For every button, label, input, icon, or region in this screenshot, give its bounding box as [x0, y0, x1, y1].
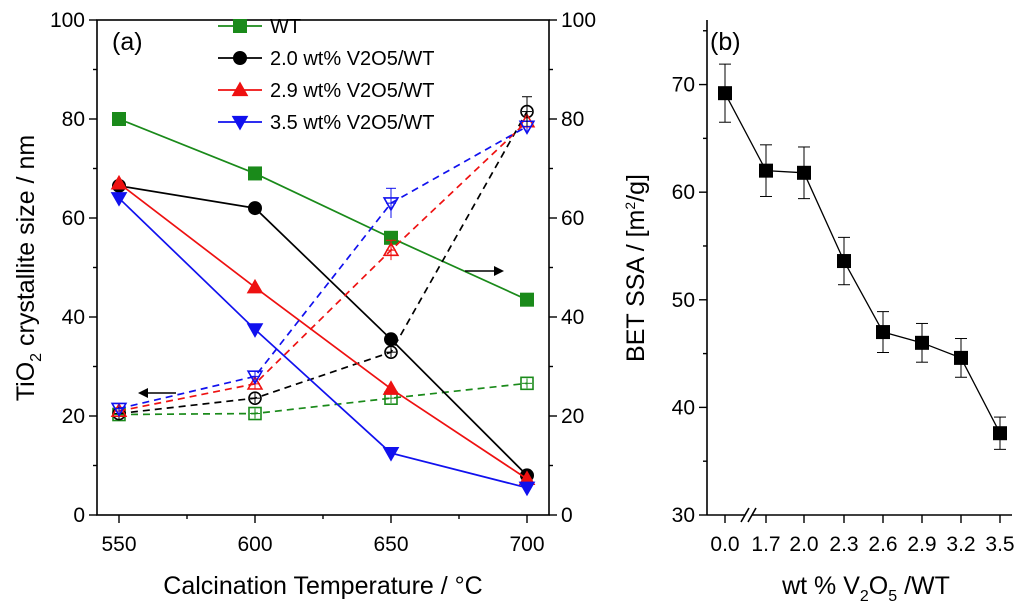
panel-b-x-tick-label: 3.5 [985, 533, 1014, 556]
open-point [246, 370, 264, 385]
legend-swatch-marker [231, 81, 249, 97]
panel-b-x-tick-label: 2.9 [907, 533, 936, 556]
legend-item: 2.9 wt% V2O5/WT [218, 80, 435, 102]
solid-line [118, 182, 528, 480]
legend-item: WT [218, 16, 301, 38]
panel-b-x-tick-label: 3.2 [946, 533, 975, 556]
panel-b-axes: 30 40 50 60 70 0.0 1.7 2.0 2.3 2.6 2.9 3.2 3.5 [672, 20, 1015, 556]
open-point [110, 402, 128, 418]
filled-point [384, 332, 398, 347]
legend-item: 3.5 wt% V2O5/WT [218, 112, 435, 134]
y-tick-label-left: 40 [62, 306, 85, 329]
open-point [248, 391, 262, 405]
y-tick-label-left: 60 [62, 207, 85, 230]
dashed-line [118, 125, 528, 410]
bet-point [954, 350, 968, 365]
bet-line [724, 92, 1001, 434]
panel-b-y-tick-label: 30 [672, 504, 695, 527]
dashed-line [118, 111, 528, 415]
open-point [520, 376, 534, 391]
x-tick-label: 600 [237, 533, 272, 556]
y-tick-label-right: 0 [561, 504, 573, 527]
open-point [248, 406, 262, 421]
y-tick-label-right: 80 [561, 108, 584, 131]
panel-b-x-tick-label: 2.0 [789, 533, 818, 556]
filled-point [382, 447, 400, 462]
bet-point [993, 426, 1007, 441]
bet-point [718, 86, 732, 101]
panel-b: 30 40 50 60 70 0.0 1.7 2.0 2.3 2.6 2.9 3.2 3.5 (b) B… [622, 20, 1015, 605]
panel-a-x-axis-title: Calcination Temperature / °C [163, 572, 482, 600]
panel-b-y-tick-label: 70 [672, 74, 695, 97]
y-tick-label-right: 60 [561, 207, 584, 230]
axis-break-mark [740, 507, 750, 523]
series-1 [112, 104, 534, 483]
legend-swatch-marker [233, 19, 247, 33]
open-point [246, 375, 264, 390]
x-tick-label: 550 [101, 533, 136, 556]
panel-b-y-axis-title: BET SSA / [m2/g] [622, 174, 650, 362]
legend-label: 2.9 wt% V2O5/WT [270, 80, 435, 102]
legend-label: 3.5 wt% V2O5/WT [270, 112, 435, 134]
filled-point [248, 166, 262, 181]
dashed-line [118, 120, 528, 412]
legend-swatch-marker [231, 115, 249, 131]
panel-b-x-tick-label: 1.7 [751, 533, 780, 556]
legend-label: WT [270, 16, 301, 38]
y-tick-label-left: 0 [73, 504, 85, 527]
axis-break-mark [747, 507, 757, 523]
panel-b-x-tick-label: 0.0 [710, 533, 739, 556]
solid-line [118, 118, 528, 301]
panel-b-x-axis-title: wt % V2O5 /WT [781, 572, 950, 605]
y-tick-label-left: 80 [62, 108, 85, 131]
panel-b-label: (b) [710, 28, 741, 56]
y-tick-label-right: 40 [561, 306, 584, 329]
x-tick-label: 700 [509, 533, 544, 556]
panel-b-series [718, 63, 1007, 450]
series-2 [110, 112, 536, 485]
legend-label: 2.0 wt% V2O5/WT [270, 48, 435, 70]
filled-point [248, 201, 262, 216]
panel-a-label: (a) [112, 28, 143, 56]
panel-a-legend: WT 2.0 wt% V2O5/WT 2.9 wt% V2O5/WT 3.5 wt% … [218, 16, 435, 134]
legend-item: 2.0 wt% V2O5/WT [218, 48, 435, 70]
solid-line [118, 197, 528, 489]
right-axis-arrow [465, 266, 504, 276]
panel-a: 0 0 20 20 40 40 60 60 80 80 100 100 550 600 650 700 (a)… [12, 9, 596, 600]
filled-point [110, 174, 128, 190]
bet-point [915, 335, 929, 350]
filled-point [382, 380, 400, 395]
filled-point [112, 112, 126, 126]
panel-a-ticks: 0 0 20 20 40 40 60 60 80 80 100 100 550 600 650 700 [50, 9, 596, 556]
filled-point [518, 481, 536, 497]
panel-b-y-tick-label: 60 [672, 181, 695, 204]
panel-b-y-tick-label: 40 [672, 396, 695, 419]
series-3 [110, 120, 536, 497]
panel-b-y-tick-label: 50 [672, 289, 695, 312]
panel-a-series [110, 96, 536, 497]
bet-point [837, 254, 851, 269]
filled-point [110, 192, 128, 207]
left-axis-arrow [138, 388, 176, 398]
dashed-line [118, 382, 528, 416]
filled-point [246, 278, 264, 294]
legend-swatch-marker [233, 51, 247, 65]
panel-a-y-axis-title: TiO2 crystallite size / nm [12, 135, 45, 401]
panel-b-x-tick-label: 2.3 [829, 533, 858, 556]
series-0 [112, 112, 534, 422]
bet-point [759, 163, 773, 178]
x-tick-label: 650 [373, 533, 408, 556]
y-tick-label-right: 100 [561, 9, 596, 32]
y-tick-label-left: 20 [62, 405, 85, 428]
solid-line [118, 184, 528, 477]
filled-point [520, 292, 534, 307]
filled-point [246, 323, 264, 338]
panel-b-x-tick-label: 2.6 [868, 533, 897, 556]
bet-point [876, 325, 890, 340]
bet-point [797, 165, 811, 180]
y-tick-label-left: 100 [50, 9, 85, 32]
y-tick-label-right: 20 [561, 405, 584, 428]
